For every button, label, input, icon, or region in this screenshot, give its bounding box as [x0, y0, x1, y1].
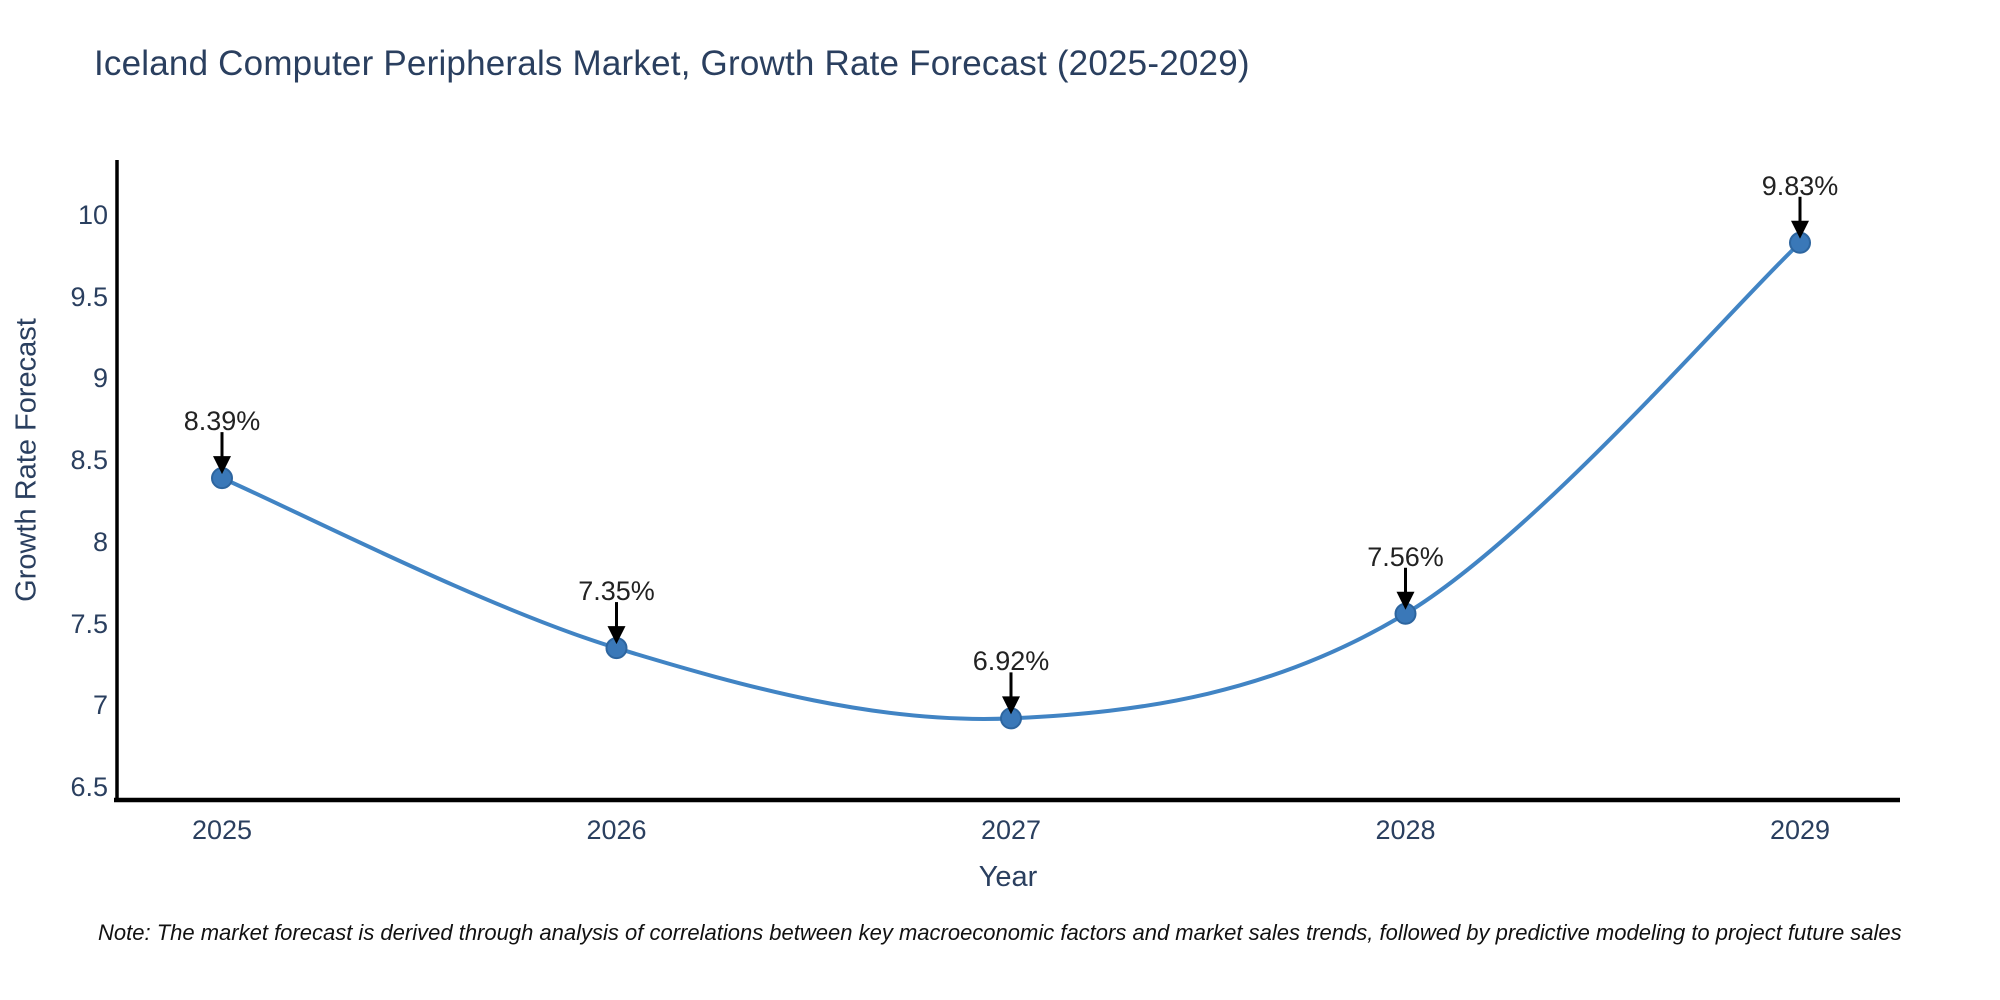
x-tick-label: 2025: [191, 815, 253, 845]
annotation-arrowhead: [1791, 220, 1809, 239]
x-axis-title: Year: [978, 861, 1038, 893]
y-tick-label: 6.5: [70, 772, 108, 802]
footnote: Note: The market forecast is derived thr…: [98, 920, 1902, 945]
point-annotation-label: 6.92%: [972, 646, 1050, 677]
point-annotation-label: 7.56%: [1367, 541, 1444, 572]
annotation-arrowhead: [607, 626, 626, 645]
x-tick-label: 2026: [586, 815, 647, 845]
point-annotation-label: 9.83%: [1761, 170, 1839, 201]
point-annotation-label: 8.39%: [183, 406, 261, 437]
x-tick-label: 2028: [1375, 815, 1436, 845]
y-tick-label: 7: [92, 690, 108, 721]
annotation-arrowhead: [213, 456, 231, 475]
point-annotation-label: 7.35%: [578, 576, 655, 607]
chart-title: Iceland Computer Peripherals Market, Gro…: [94, 44, 1250, 83]
y-tick-label: 8: [92, 526, 108, 557]
y-tick-label: 9: [92, 363, 108, 394]
y-tick-label: 9.5: [70, 281, 108, 312]
y-tick-label: 7.5: [70, 608, 108, 639]
x-tick-label: 2029: [1769, 815, 1831, 845]
x-tick-label: 2027: [980, 815, 1042, 845]
annotation-arrowhead: [1396, 591, 1415, 610]
annotation-arrowhead: [1002, 696, 1020, 715]
y-tick-label: 10: [77, 199, 108, 230]
y-tick-label: 8.5: [70, 445, 108, 476]
